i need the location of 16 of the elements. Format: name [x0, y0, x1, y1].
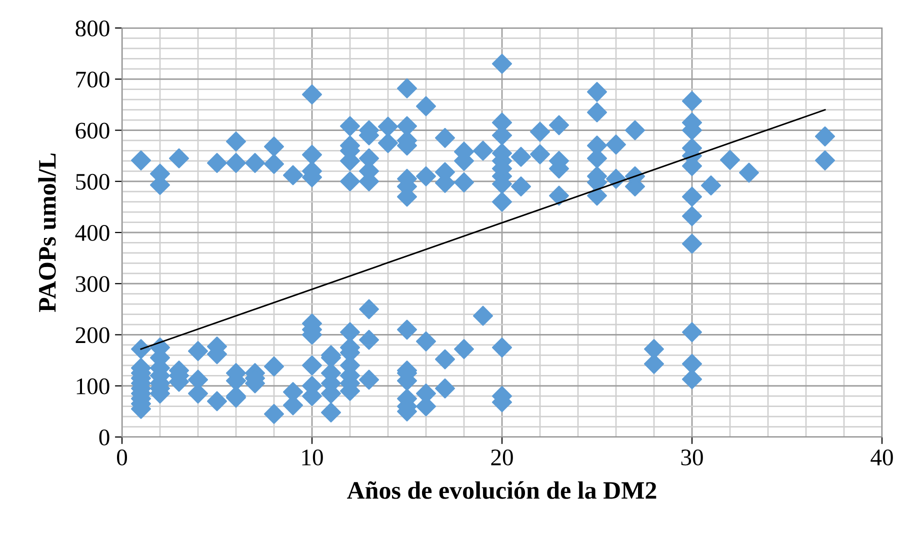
y-tick-label: 0 [99, 429, 110, 446]
x-tick-label: 40 [870, 449, 893, 466]
y-tick-label: 400 [75, 224, 110, 241]
x-tick-label: 20 [491, 449, 513, 466]
x-tick-label: 0 [116, 449, 128, 466]
x-tick-label: 10 [302, 449, 323, 466]
y-axis-title: PAOPs umol/L [38, 154, 56, 312]
y-tick-label: 200 [76, 327, 110, 344]
y-tick-label: 800 [76, 20, 110, 36]
y-tick-label: 100 [76, 378, 110, 394]
y-tick-label: 300 [76, 276, 110, 292]
y-tick-label: 500 [76, 174, 110, 190]
x-axis-title: Años de evolución de la DM2 [347, 481, 656, 499]
x-tick-label: 30 [681, 449, 703, 466]
y-tick-label: 700 [76, 72, 110, 88]
y-tick-label: 600 [76, 122, 110, 139]
